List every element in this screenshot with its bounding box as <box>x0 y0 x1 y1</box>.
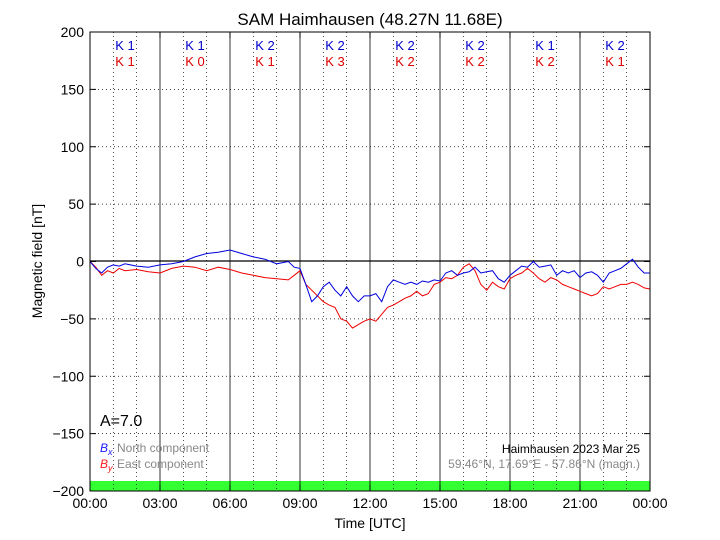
x-tick-label: 00:00 <box>632 495 667 511</box>
k-index-north: K 2 <box>465 38 485 53</box>
coords-info: 59.46°N, 17.69°E - 57.86°N (magn.) <box>448 457 640 471</box>
k-index-east: K 1 <box>115 54 135 69</box>
k-index-east: K 1 <box>255 54 275 69</box>
x-tick-label: 15:00 <box>422 495 457 511</box>
legend-north-text: North component <box>117 441 210 455</box>
legend: Bx North component By East component <box>100 441 210 473</box>
y-tick-label: 150 <box>61 81 85 97</box>
legend-east: By East component <box>100 457 204 473</box>
y-tick-label: −50 <box>60 311 84 327</box>
x-tick-label: 03:00 <box>142 495 177 511</box>
east-component-line <box>89 261 651 329</box>
svg-text:Bx: Bx <box>100 441 113 457</box>
x-axis-label: Time [UTC] <box>334 515 405 531</box>
north-component-line <box>89 249 650 303</box>
y-axis-ticks: 200 150 100 50 0 −50 −100 −150 −200 <box>52 24 650 499</box>
svg-text:By: By <box>100 457 113 473</box>
y-tick-label: 100 <box>61 139 85 155</box>
y-tick-label: −200 <box>52 483 84 499</box>
x-tick-label: 00:00 <box>72 495 107 511</box>
k-index-north: K 2 <box>325 38 345 53</box>
y-tick-label: −100 <box>52 368 84 384</box>
a-index-label: A=7.0 <box>100 413 142 430</box>
k-index-east: K 2 <box>395 54 415 69</box>
x-tick-label: 06:00 <box>212 495 247 511</box>
k-index-north: K 1 <box>535 38 555 53</box>
x-axis-ticks: 00:00 03:00 06:00 09:00 12:00 15:00 18:00 21:00… <box>72 32 668 511</box>
y-tick-label: −150 <box>52 426 84 442</box>
x-tick-label: 12:00 <box>352 495 387 511</box>
k-index-labels: K 1K 1K 1K 0K 2K 1K 2K 3K 2K 2K 2K 2K 1K… <box>115 38 625 69</box>
legend-east-symbol: B <box>100 457 108 471</box>
y-tick-label: 200 <box>61 24 85 40</box>
y-axis-label: Magnetic field [nT] <box>29 204 45 318</box>
legend-east-text: East component <box>117 457 204 471</box>
k-index-east: K 2 <box>465 54 485 69</box>
k-index-north: K 2 <box>395 38 415 53</box>
legend-north-symbol: B <box>100 441 108 455</box>
k-index-north: K 2 <box>605 38 625 53</box>
x-tick-label: 18:00 <box>492 495 527 511</box>
vertical-gridlines <box>112 32 628 491</box>
k-index-east: K 2 <box>535 54 555 69</box>
station-info: Haimhausen 2023 Mar 25 <box>502 442 640 456</box>
legend-north: Bx North component <box>100 441 210 457</box>
k-index-north: K 2 <box>255 38 275 53</box>
x-tick-label: 09:00 <box>282 495 317 511</box>
legend-north-sub: x <box>107 447 113 457</box>
y-tick-label: 50 <box>68 196 84 212</box>
chart-title: SAM Haimhausen (48.27N 11.68E) <box>237 10 502 29</box>
k-index-north: K 1 <box>185 38 205 53</box>
x-tick-label: 21:00 <box>562 495 597 511</box>
legend-east-sub: y <box>107 463 113 473</box>
y-tick-label: 0 <box>76 254 84 270</box>
k-index-east: K 1 <box>605 54 625 69</box>
k-index-east: K 0 <box>185 54 205 69</box>
k-index-north: K 1 <box>115 38 135 53</box>
k-index-east: K 3 <box>325 54 345 69</box>
